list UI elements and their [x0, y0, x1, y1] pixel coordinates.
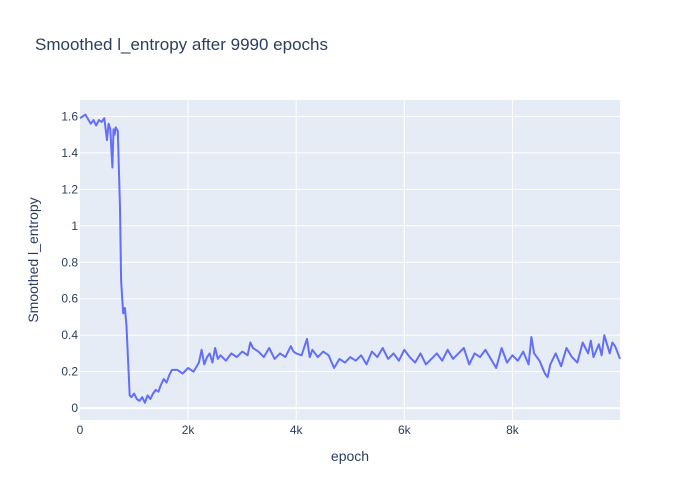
chart-title: Smoothed l_entropy after 9990 epochs	[35, 35, 328, 54]
y-tick-label: 0.6	[61, 292, 78, 306]
y-tick-label: 0.4	[61, 328, 78, 342]
x-tick-label: 0	[77, 423, 84, 437]
x-tick-label: 2k	[182, 423, 196, 437]
x-tick-label: 4k	[290, 423, 304, 437]
y-tick-label: 0.2	[61, 365, 78, 379]
gridlines	[80, 100, 620, 420]
entropy-series-line	[79, 113, 621, 404]
y-axis-label: Smoothed l_entropy	[25, 197, 41, 322]
y-tick-label: 1.2	[61, 182, 78, 196]
y-tick-label: 1	[71, 219, 78, 233]
y-tick-label: 1.6	[61, 109, 78, 123]
y-tick-label: 0.8	[61, 255, 78, 269]
y-tick-label: 0	[71, 401, 78, 415]
x-tick-label: 8k	[506, 423, 520, 437]
x-axis-label: epoch	[331, 448, 369, 464]
x-tick-label: 6k	[398, 423, 412, 437]
y-tick-label: 1.4	[61, 146, 78, 160]
tick-labels: 0 0.2 0.4 0.6 0.8 1 1.2 1.4 1.6 0 2k 4k 6k 8k	[61, 109, 519, 437]
